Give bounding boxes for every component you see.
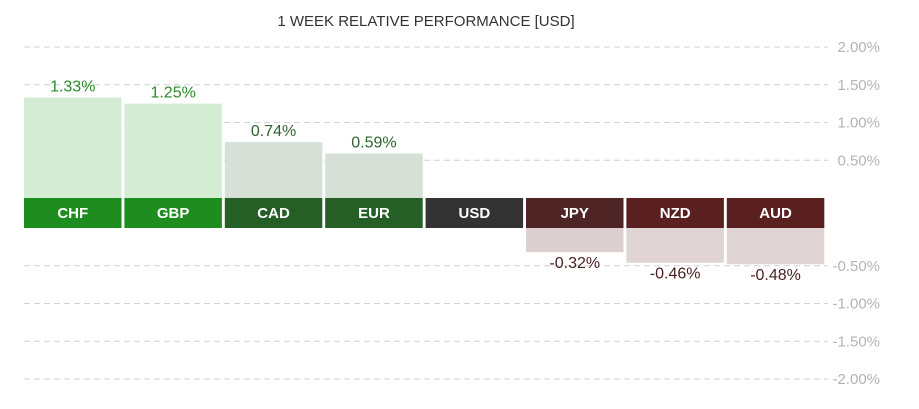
y-tick-label: 0.50%: [837, 152, 880, 169]
bar-gbp: [124, 103, 222, 198]
category-label-eur: EUR: [358, 205, 390, 222]
category-box-usd: [425, 198, 524, 228]
category-label-chf: CHF: [57, 205, 88, 222]
chart-title: 1 WEEK RELATIVE PERFORMANCE [USD]: [277, 13, 574, 30]
category-label-gbp: GBP: [157, 205, 190, 222]
value-label-gbp: 1.25%: [150, 85, 195, 102]
bar-nzd: [626, 228, 724, 263]
category-box-jpy: [526, 198, 624, 228]
bar-chf: [24, 97, 122, 198]
value-label-cad: 0.74%: [251, 123, 296, 140]
category-box-nzd: [626, 198, 724, 228]
category-box-gbp: [124, 198, 222, 228]
category-label-nzd: NZD: [660, 205, 691, 222]
y-axis-ticks: 2.00% 1.50% 1.00% 0.50% -0.50% -1.00% -1.50% -2…: [832, 39, 880, 388]
value-label-chf: 1.33%: [50, 79, 95, 96]
value-label-nzd: -0.46%: [650, 266, 701, 283]
bar-cad: [224, 142, 323, 198]
category-label-jpy: JPY: [561, 205, 589, 222]
value-label-aud: -0.48%: [750, 267, 801, 284]
bars: 1.33% 1.25% 0.74% 0.59% -0.32% -0.46% -0.48%: [24, 79, 825, 284]
category-label-usd: USD: [459, 205, 491, 222]
y-tick-label: 2.00%: [837, 39, 880, 56]
bar-aud: [726, 228, 825, 265]
value-label-jpy: -0.32%: [549, 255, 600, 272]
y-tick-label: -0.50%: [832, 258, 880, 275]
y-tick-label: 1.50%: [837, 77, 880, 94]
category-box-cad: [224, 198, 323, 228]
category-box-chf: [24, 198, 122, 228]
category-label-aud: AUD: [759, 205, 792, 222]
category-box-eur: [325, 198, 423, 228]
value-label-eur: 0.59%: [351, 134, 396, 151]
y-tick-label: -2.00%: [832, 371, 880, 388]
bar-eur: [325, 153, 423, 198]
y-tick-label: -1.50%: [832, 333, 880, 350]
category-box-aud: [726, 198, 825, 228]
bar-jpy: [526, 228, 624, 253]
category-label-cad: CAD: [257, 205, 290, 222]
category-labels: CHF GBP CAD EUR USD JPY NZD AUD: [24, 198, 825, 228]
y-tick-label: -1.00%: [832, 296, 880, 313]
y-tick-label: 1.00%: [837, 115, 880, 132]
